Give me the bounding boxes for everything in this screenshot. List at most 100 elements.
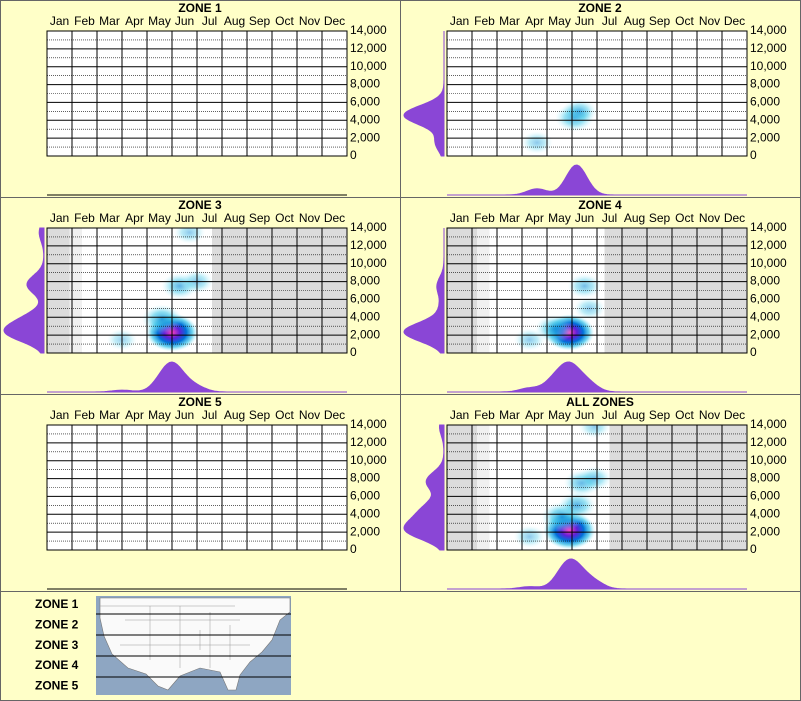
x-tick-label: Jan — [450, 14, 469, 28]
x-tick-label: Jul — [602, 211, 617, 225]
y-tick-label: 12,000 — [350, 435, 387, 449]
x-tick-label: Mar — [99, 14, 120, 28]
x-tick-label: Sep — [249, 408, 271, 422]
elevation-density — [403, 228, 445, 354]
panel: ALL ZONES 0 2,000 4,000 6,000 8,000 10,000 12,0… — [400, 394, 801, 592]
y-tick-label: 4,000 — [350, 506, 380, 520]
heat-spot — [521, 131, 553, 154]
x-tick-label: Oct — [275, 408, 294, 422]
zone-boundary — [96, 613, 291, 678]
y-tick-label: 6,000 — [350, 489, 380, 503]
x-tick-label: Mar — [99, 211, 120, 225]
x-tick-label: Aug — [624, 408, 645, 422]
x-tick-label: Nov — [299, 211, 320, 225]
x-tick-label: May — [148, 408, 171, 422]
y-tick-label: 14,000 — [750, 23, 787, 37]
x-tick-label: Jun — [575, 211, 594, 225]
x-tick-label: Jan — [50, 14, 69, 28]
y-tick-label: 0 — [350, 148, 357, 162]
x-tick-label: Jun — [175, 408, 194, 422]
y-tick-label: 2,000 — [350, 524, 380, 538]
y-tick-label: 10,000 — [750, 59, 787, 73]
x-tick-label: Apr — [125, 14, 144, 28]
elevation-density — [403, 424, 445, 551]
y-tick-label: 8,000 — [750, 471, 780, 485]
x-tick-label: Jul — [602, 14, 617, 28]
plot-frame — [46, 424, 348, 551]
y-tick-label: 6,000 — [350, 292, 380, 306]
y-tick-label: 4,000 — [350, 112, 380, 126]
x-tick-label: Sep — [249, 14, 271, 28]
y-tick-label: 2,000 — [750, 327, 780, 341]
x-tick-label: Sep — [649, 211, 671, 225]
x-tick-label: Jan — [50, 408, 69, 422]
heat-spot — [578, 425, 611, 439]
x-tick-label: Oct — [675, 14, 694, 28]
map-land — [99, 597, 291, 691]
panel: ZONE 1 0 2,000 4,000 6,000 8,000 10,000 12,000 1… — [0, 0, 401, 198]
y-tick-label: 6,000 — [350, 95, 380, 109]
x-tick-label: May — [148, 14, 171, 28]
x-tick-label: Jan — [450, 408, 469, 422]
y-tick-label: 12,000 — [350, 41, 387, 55]
legend-zone-label: ZONE 4 — [35, 658, 79, 672]
y-tick-label: 0 — [350, 345, 357, 359]
x-tick-label: Apr — [525, 408, 544, 422]
x-tick-label: Apr — [125, 211, 144, 225]
x-tick-label: Sep — [649, 408, 671, 422]
x-tick-label: Apr — [525, 14, 544, 28]
x-tick-label: May — [148, 211, 171, 225]
month-density — [447, 164, 747, 196]
y-tick-label: 6,000 — [750, 95, 780, 109]
y-tick-label: 12,000 — [750, 238, 787, 252]
y-tick-label: 8,000 — [350, 274, 380, 288]
x-tick-label: Nov — [699, 408, 720, 422]
x-tick-label: Feb — [474, 14, 495, 28]
month-density — [447, 558, 747, 590]
x-tick-label: Aug — [624, 211, 645, 225]
panel-title: ZONE 2 — [578, 1, 622, 15]
x-tick-label: Dec — [724, 14, 745, 28]
y-tick-label: 12,000 — [750, 435, 787, 449]
x-tick-label: Dec — [724, 408, 745, 422]
y-tick-label: 14,000 — [350, 417, 387, 431]
x-tick-label: Feb — [74, 408, 95, 422]
x-tick-label: Oct — [675, 211, 694, 225]
x-tick-label: Feb — [474, 211, 495, 225]
y-tick-label: 12,000 — [350, 238, 387, 252]
y-tick-label: 14,000 — [750, 220, 787, 234]
legend-zone-label: ZONE 2 — [35, 617, 79, 631]
x-tick-label: Feb — [74, 211, 95, 225]
x-tick-label: Mar — [499, 14, 520, 28]
y-tick-label: 10,000 — [350, 59, 387, 73]
y-tick-label: 2,000 — [350, 130, 380, 144]
y-tick-label: 0 — [750, 345, 757, 359]
plot-frame — [446, 30, 748, 157]
y-tick-label: 14,000 — [750, 417, 787, 431]
heat-layer — [513, 273, 606, 351]
x-tick-label: Feb — [74, 14, 95, 28]
x-tick-label: Nov — [299, 408, 320, 422]
y-tick-label: 0 — [350, 542, 357, 556]
y-tick-label: 14,000 — [350, 23, 387, 37]
x-tick-label: Mar — [499, 408, 520, 422]
heat-spot — [513, 525, 546, 548]
y-tick-label: 2,000 — [750, 524, 780, 538]
y-tick-label: 2,000 — [750, 130, 780, 144]
y-tick-label: 6,000 — [750, 489, 780, 503]
y-tick-label: 2,000 — [350, 327, 380, 341]
x-tick-label: Aug — [624, 14, 645, 28]
y-tick-label: 8,000 — [750, 77, 780, 91]
panel-title: ALL ZONES — [566, 395, 634, 409]
x-tick-label: Jul — [202, 408, 217, 422]
month-density — [47, 361, 347, 393]
y-tick-label: 4,000 — [350, 309, 380, 323]
x-tick-label: Mar — [99, 408, 120, 422]
y-tick-label: 10,000 — [750, 256, 787, 270]
x-tick-label: Aug — [224, 408, 245, 422]
x-tick-label: Oct — [275, 14, 294, 28]
legend: ZONE 1 ZONE 2 ZONE 3 ZONE 4 ZONE 5 — [35, 596, 291, 695]
y-tick-label: 4,000 — [750, 506, 780, 520]
x-tick-label: Apr — [125, 408, 144, 422]
plot-frame — [446, 424, 748, 551]
